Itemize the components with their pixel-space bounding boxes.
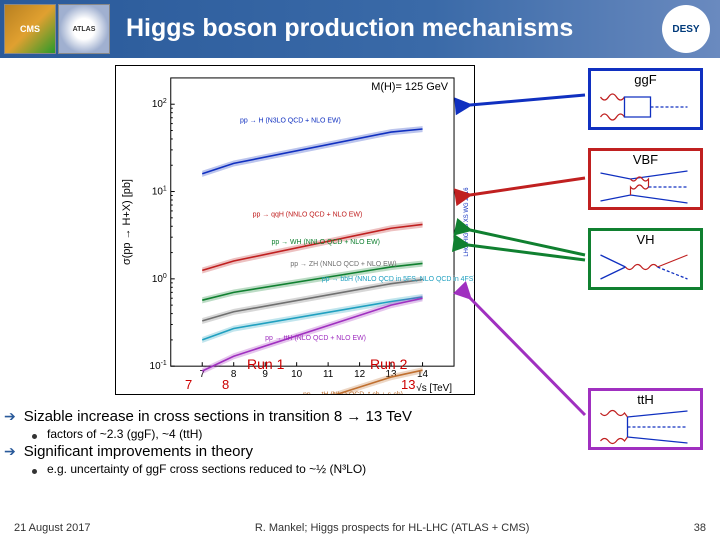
svg-text:10-1: 10-1	[150, 360, 167, 372]
slide-footer: 21 August 2017 R. Mankel; Higgs prospect…	[0, 522, 720, 534]
bullet-list: ➔ Sizable increase in cross sections in …	[4, 408, 564, 478]
svg-text:M(H)= 125 GeV: M(H)= 125 GeV	[371, 81, 448, 93]
feyn-diagram-tth	[591, 407, 700, 447]
x13-label: 13	[401, 377, 415, 392]
footer-date: 21 August 2017	[14, 522, 90, 534]
bullet-main: ➔ Significant improvements in theory	[4, 443, 564, 460]
svg-text:pp → qqH (NNLO QCD + NLO EW): pp → qqH (NNLO QCD + NLO EW)	[253, 211, 363, 218]
bullet-dot-icon	[32, 434, 37, 439]
run2-label: Run 2	[370, 356, 407, 372]
bullet-sub: factors of ~2.3 (ggF), ~4 (ttH)	[4, 427, 564, 441]
bullet-text: Sizable increase in cross sections in tr…	[24, 408, 412, 425]
cross-section-chart: 10-11001011027891011121314pp → H (N3LO Q…	[115, 65, 475, 395]
bullet-text: factors of ~2.3 (ggF), ~4 (ttH)	[47, 427, 202, 441]
svg-text:102: 102	[152, 98, 167, 110]
bullet-text: Significant improvements in theory	[24, 443, 253, 460]
svg-text:pp → WH (NNLO QCD + NLO EW): pp → WH (NNLO QCD + NLO EW)	[271, 239, 380, 246]
bullet-main: ➔ Sizable increase in cross sections in …	[4, 408, 564, 425]
feynman-tth: ttH	[588, 388, 703, 450]
svg-text:√s [TeV]: √s [TeV]	[416, 382, 452, 394]
feyn-label: VH	[636, 232, 654, 247]
feyn-diagram-vh	[591, 247, 700, 287]
feyn-label: VBF	[633, 152, 658, 167]
svg-text:LHC HIGGS XS WG 2016: LHC HIGGS XS WG 2016	[464, 187, 470, 257]
x7-label: 7	[185, 377, 192, 392]
run1-label: Run 1	[247, 356, 284, 372]
svg-text:pp → ttH (NLO QCD + NLO EW): pp → ttH (NLO QCD + NLO EW)	[265, 335, 366, 342]
feyn-diagram-ggf	[591, 87, 700, 127]
bullet-arrow-icon: ➔	[4, 443, 16, 460]
feynman-vbf: VBF	[588, 148, 703, 210]
feynman-vh: VH	[588, 228, 703, 290]
svg-text:σ(pp → H+X) [pb]: σ(pp → H+X) [pb]	[121, 179, 133, 265]
svg-text:pp → tH (NLO QCD, t-ch + s-ch): pp → tH (NLO QCD, t-ch + s-ch)	[303, 391, 403, 394]
svg-text:10: 10	[291, 369, 303, 380]
feynman-ggf: ggF	[588, 68, 703, 130]
bullet-text: e.g. uncertainty of ggF cross sections r…	[47, 462, 366, 476]
cms-logo: CMS	[4, 4, 56, 54]
bullet-sub: e.g. uncertainty of ggF cross sections r…	[4, 462, 564, 476]
footer-author: R. Mankel; Higgs prospects for HL-LHC (A…	[255, 522, 530, 534]
bullet-dot-icon	[32, 469, 37, 474]
slide-header: CMS ATLAS Higgs boson production mechani…	[0, 0, 720, 58]
x8-label: 8	[222, 377, 229, 392]
atlas-logo: ATLAS	[58, 4, 110, 54]
logo-group: CMS ATLAS	[0, 0, 114, 58]
feyn-label: ggF	[634, 72, 656, 87]
desy-logo: DESY	[662, 5, 710, 53]
feyn-diagram-vbf	[591, 167, 700, 207]
svg-text:12: 12	[354, 369, 366, 380]
svg-text:pp → bbH (NNLO QCD in 5FS, NLO: pp → bbH (NNLO QCD in 5FS, NLO QCD in 4F…	[322, 276, 474, 283]
svg-text:100: 100	[152, 273, 167, 285]
svg-text:101: 101	[152, 186, 167, 198]
svg-text:11: 11	[323, 369, 334, 380]
feyn-label: ttH	[637, 392, 654, 407]
footer-page: 38	[694, 522, 706, 534]
svg-text:8: 8	[231, 369, 237, 380]
slide-title: Higgs boson production mechanisms	[126, 15, 573, 43]
svg-text:pp → ZH (NNLO QCD + NLO EW): pp → ZH (NNLO QCD + NLO EW)	[290, 261, 396, 268]
bullet-arrow-icon: ➔	[4, 408, 16, 425]
svg-text:pp → H (N3LO QCD + NLO EW): pp → H (N3LO QCD + NLO EW)	[240, 117, 341, 124]
